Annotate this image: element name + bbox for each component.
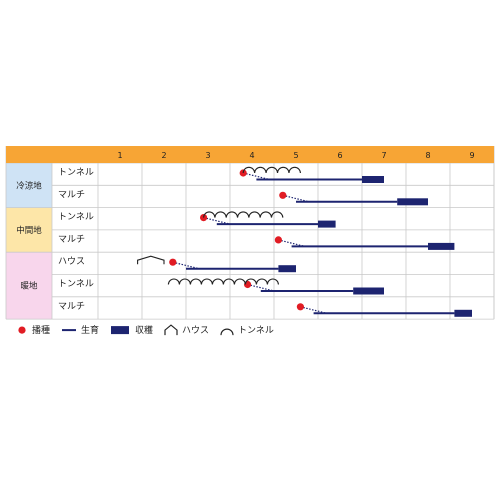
plot-area <box>138 167 472 317</box>
harvest-bar-2 <box>318 221 336 228</box>
legend-item-harvest-marker <box>111 326 129 334</box>
legend-item-sow-marker <box>18 327 25 334</box>
month-label-9: 9 <box>469 151 474 160</box>
legend-item-sow-label: 播種 <box>32 324 50 336</box>
legend-item-harvest-label: 収穫 <box>135 324 153 336</box>
method-label-2: トンネル <box>58 212 94 223</box>
method-label-6: マルチ <box>58 301 85 312</box>
harvest-bar-1 <box>397 198 428 205</box>
house-icon-4-0 <box>138 256 164 264</box>
harvest-bar-3 <box>428 243 454 250</box>
method-label-4: ハウス <box>58 256 85 267</box>
month-label-5: 5 <box>293 151 298 160</box>
region-label-1: 中間地 <box>16 225 42 236</box>
tunnel-icon-2-0 <box>204 212 283 218</box>
method-label-5: トンネル <box>58 279 94 290</box>
sow-dot-1 <box>279 192 286 199</box>
harvest-bar-0 <box>362 176 384 183</box>
region-label-0: 冷涼地 <box>16 180 42 191</box>
legend-item-house-label: ハウス <box>182 325 209 336</box>
month-label-1: 1 <box>117 151 122 160</box>
month-label-7: 7 <box>381 151 386 160</box>
sow-dot-3 <box>275 236 282 243</box>
tunnel-icon-5-0 <box>168 279 278 284</box>
region-label-2: 暖地 <box>20 281 38 292</box>
legend-item-tunnel-label: トンネル <box>238 325 274 336</box>
harvest-bar-6 <box>454 310 472 317</box>
legend: 播種 生育 収穫 ハウス トンネル <box>18 324 273 336</box>
method-label-3: マルチ <box>58 234 85 245</box>
month-label-8: 8 <box>425 151 430 160</box>
month-label-6: 6 <box>337 151 342 160</box>
sow-dot-6 <box>297 303 304 310</box>
legend-item-tunnel-marker <box>221 329 233 335</box>
tunnel-icon-0-0 <box>243 167 300 173</box>
legend-item-house-marker <box>165 325 177 335</box>
method-label-1: マルチ <box>58 189 85 200</box>
harvest-bar-4 <box>278 265 296 272</box>
month-label-4: 4 <box>249 151 254 160</box>
month-label-3: 3 <box>205 151 210 160</box>
sow-dot-4 <box>169 259 176 266</box>
month-label-2: 2 <box>161 151 166 160</box>
harvest-bar-5 <box>353 288 384 295</box>
method-label-0: トンネル <box>58 167 94 178</box>
legend-item-grow-label: 生育 <box>81 324 99 336</box>
month-header: 1 2 3 4 5 6 7 8 9 <box>6 146 494 163</box>
